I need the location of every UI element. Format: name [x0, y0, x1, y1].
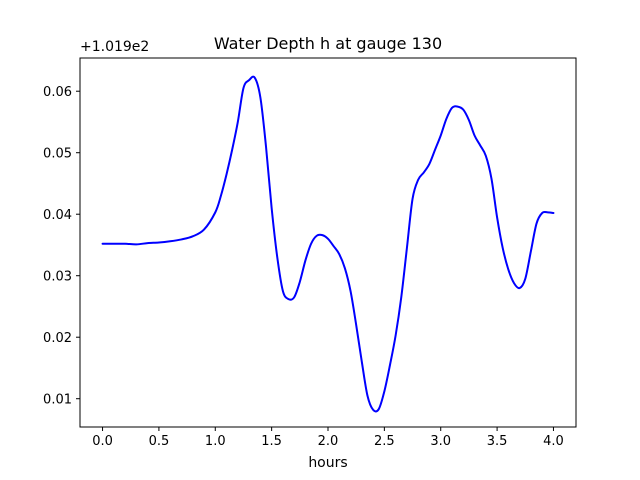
x-tick-label: 1.5 — [261, 434, 282, 449]
y-tick-label: 0.01 — [43, 393, 72, 408]
x-tick-label: 2.0 — [318, 434, 339, 449]
chart-title: Water Depth h at gauge 130 — [214, 34, 442, 53]
y-tick-label: 0.03 — [43, 270, 72, 285]
x-tick-label: 0.5 — [149, 434, 170, 449]
water-depth-series-line — [101, 75, 555, 413]
y-tick-label: 0.06 — [43, 85, 72, 100]
x-tick-label: 3.5 — [487, 434, 508, 449]
x-tick-label: 0.0 — [92, 434, 113, 449]
series-layer — [101, 75, 555, 413]
y-offset-label: +1.019e2 — [80, 39, 149, 55]
x-axis-label: hours — [308, 455, 347, 471]
y-tick-label: 0.04 — [43, 208, 72, 223]
x-axis: 0.0 0.5 1.0 1.5 2.0 2.5 3.0 3.5 4.0 — [92, 427, 564, 449]
x-tick-label: 2.5 — [374, 434, 395, 449]
y-tick-label: 0.05 — [43, 147, 72, 162]
x-tick-label: 1.0 — [205, 434, 226, 449]
x-tick-label: 4.0 — [543, 434, 564, 449]
y-axis: 0.01 0.02 0.03 0.04 0.05 0.06 — [43, 85, 80, 408]
y-tick-label: 0.02 — [43, 331, 72, 346]
x-tick-label: 3.0 — [430, 434, 451, 449]
